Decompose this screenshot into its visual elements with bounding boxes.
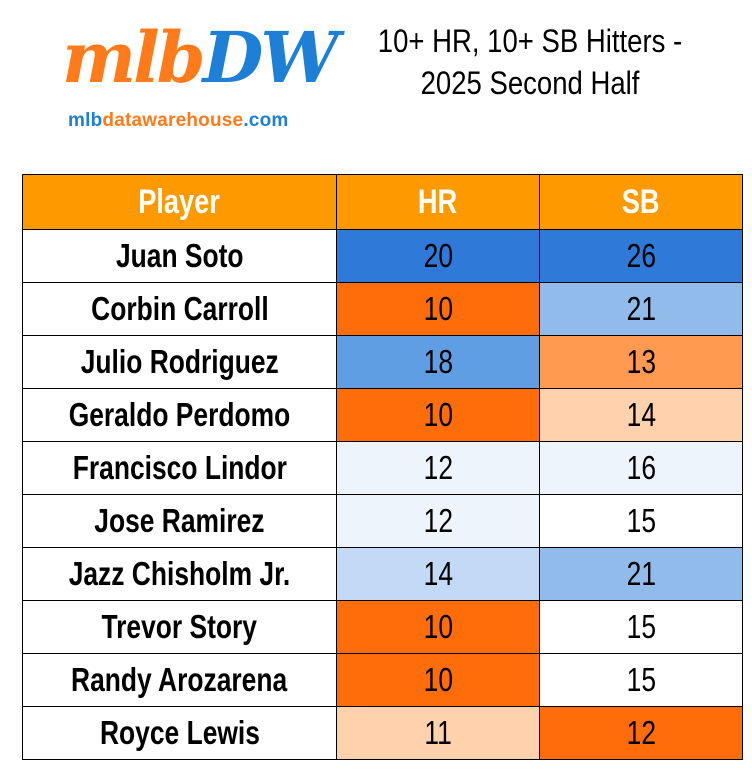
chart-title-line1: 10+ HR, 10+ SB Hitters - bbox=[377, 23, 683, 59]
hr-cell: 10 bbox=[336, 282, 540, 336]
hr-cell-value: 20 bbox=[423, 237, 453, 274]
sb-cell: 15 bbox=[539, 600, 743, 654]
logo-wordmark: mlbDW bbox=[62, 16, 339, 99]
sb-cell: 21 bbox=[539, 547, 743, 601]
column-header-hr: HR bbox=[336, 174, 540, 230]
player-cell-value: Royce Lewis bbox=[99, 714, 260, 751]
table-row: Juan Soto 20 26 bbox=[22, 229, 743, 283]
sb-cell-value: 16 bbox=[626, 449, 656, 486]
player-cell-value: Geraldo Perdomo bbox=[68, 396, 291, 433]
table-body: Juan Soto 20 26 Corbin Carroll 10 21 Julio Rod… bbox=[22, 229, 743, 760]
sb-cell-value: 21 bbox=[626, 290, 656, 327]
table-row: Jose Ramirez 12 15 bbox=[22, 494, 743, 548]
player-cell-value: Randy Arozarena bbox=[71, 661, 288, 698]
table-row: Randy Arozarena 10 15 bbox=[22, 653, 743, 707]
table-row: Royce Lewis 11 12 bbox=[22, 706, 743, 760]
sb-cell: 12 bbox=[539, 706, 743, 760]
player-cell-value: Jazz Chisholm Jr. bbox=[68, 555, 291, 592]
player-cell: Jazz Chisholm Jr. bbox=[22, 547, 337, 601]
stats-table: Player HR SB Juan Soto 20 26 Corbin Carroll… bbox=[22, 174, 743, 760]
logo-url-part1: mlb bbox=[68, 110, 103, 131]
hr-cell: 10 bbox=[336, 600, 540, 654]
sb-cell: 26 bbox=[539, 229, 743, 283]
hr-cell: 11 bbox=[336, 706, 540, 760]
chart-title-line2: 2025 Second Half bbox=[420, 65, 640, 101]
sb-cell-value: 12 bbox=[626, 714, 656, 751]
hr-cell-value: 10 bbox=[423, 290, 453, 327]
player-cell: Francisco Lindor bbox=[22, 441, 337, 495]
table-row: Francisco Lindor 12 16 bbox=[22, 441, 743, 495]
player-cell: Corbin Carroll bbox=[22, 282, 337, 336]
logo-url-part3: .com bbox=[243, 110, 289, 131]
sb-cell: 16 bbox=[539, 441, 743, 495]
hr-cell-value: 10 bbox=[423, 608, 453, 645]
player-cell-value: Trevor Story bbox=[101, 608, 258, 645]
hr-cell-value: 14 bbox=[423, 555, 453, 592]
player-cell-value: Jose Ramirez bbox=[94, 502, 265, 539]
sb-cell-value: 13 bbox=[626, 343, 656, 380]
column-header-sb-label: SB bbox=[622, 182, 660, 221]
player-cell: Randy Arozarena bbox=[22, 653, 337, 707]
player-cell-value: Juan Soto bbox=[115, 237, 244, 274]
player-cell: Trevor Story bbox=[22, 600, 337, 654]
player-cell: Julio Rodriguez bbox=[22, 335, 337, 389]
sb-cell-value: 15 bbox=[626, 502, 656, 539]
hr-cell: 20 bbox=[336, 229, 540, 283]
table-row: Geraldo Perdomo 10 14 bbox=[22, 388, 743, 442]
table-row: Jazz Chisholm Jr. 14 21 bbox=[22, 547, 743, 601]
hr-cell-value: 12 bbox=[423, 502, 453, 539]
sb-cell-value: 15 bbox=[626, 608, 656, 645]
sb-cell-value: 14 bbox=[626, 396, 656, 433]
sb-cell: 13 bbox=[539, 335, 743, 389]
sb-cell-value: 21 bbox=[626, 555, 656, 592]
sb-cell: 15 bbox=[539, 653, 743, 707]
hr-cell-value: 10 bbox=[423, 396, 453, 433]
player-cell: Royce Lewis bbox=[22, 706, 337, 760]
hr-cell-value: 18 bbox=[423, 343, 453, 380]
player-cell-value: Julio Rodriguez bbox=[80, 343, 279, 380]
logo-url: mlbdatawarehouse.com bbox=[68, 110, 288, 132]
sb-cell: 15 bbox=[539, 494, 743, 548]
player-cell: Geraldo Perdomo bbox=[22, 388, 337, 442]
hr-cell-value: 11 bbox=[424, 714, 452, 751]
table-row: Julio Rodriguez 18 13 bbox=[22, 335, 743, 389]
column-header-sb: SB bbox=[539, 174, 743, 230]
hr-cell: 10 bbox=[336, 653, 540, 707]
hr-cell: 10 bbox=[336, 388, 540, 442]
logo-wordmark-dw: DW bbox=[202, 16, 339, 99]
column-header-hr-label: HR bbox=[418, 182, 458, 221]
hr-cell-value: 12 bbox=[423, 449, 453, 486]
player-cell-value: Francisco Lindor bbox=[72, 449, 287, 486]
chart-title: 10+ HR, 10+ SB Hitters - 2025 Second Hal… bbox=[375, 20, 685, 104]
hr-cell: 18 bbox=[336, 335, 540, 389]
hr-cell: 14 bbox=[336, 547, 540, 601]
sb-cell: 21 bbox=[539, 282, 743, 336]
hr-cell-value: 10 bbox=[423, 661, 453, 698]
logo-url-part2: datawarehouse bbox=[102, 110, 244, 131]
hr-cell: 12 bbox=[336, 494, 540, 548]
sb-cell: 14 bbox=[539, 388, 743, 442]
column-header-player-label: Player bbox=[138, 182, 221, 221]
logo: mlbDW mlbdatawarehouse.com bbox=[62, 18, 342, 138]
player-cell: Juan Soto bbox=[22, 229, 337, 283]
hr-cell: 12 bbox=[336, 441, 540, 495]
logo-wordmark-mlb: mlb bbox=[62, 16, 206, 99]
column-header-player: Player bbox=[22, 174, 337, 230]
player-cell: Jose Ramirez bbox=[22, 494, 337, 548]
table-row: Trevor Story 10 15 bbox=[22, 600, 743, 654]
table-header-row: Player HR SB bbox=[22, 174, 743, 230]
sb-cell-value: 15 bbox=[626, 661, 656, 698]
sb-cell-value: 26 bbox=[626, 237, 656, 274]
player-cell-value: Corbin Carroll bbox=[90, 290, 269, 327]
table-row: Corbin Carroll 10 21 bbox=[22, 282, 743, 336]
